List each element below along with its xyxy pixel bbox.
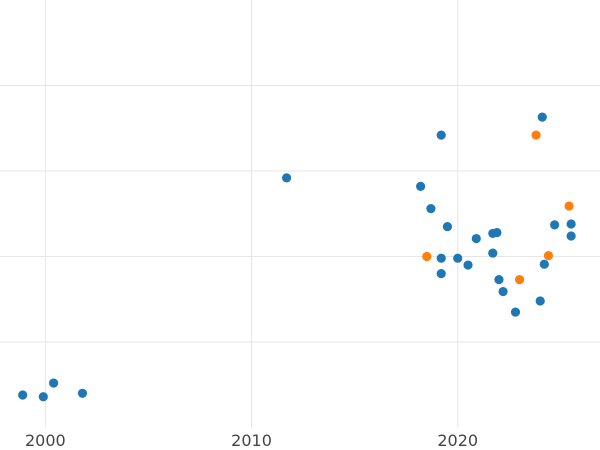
data-point: [537, 112, 547, 122]
data-point: [550, 220, 560, 230]
data-point: [77, 388, 88, 398]
data-point: [498, 286, 508, 297]
data-point: [436, 269, 446, 279]
data-point: [416, 181, 426, 191]
x-tick-label: 2000: [25, 431, 66, 450]
data-point: [566, 231, 576, 241]
data-point: [426, 204, 436, 214]
data-point: [453, 253, 463, 263]
data-point: [38, 392, 48, 402]
data-point: [281, 173, 292, 183]
x-axis-ticks: 2000 2010 2020: [25, 431, 478, 450]
data-point: [514, 274, 525, 285]
data-point: [535, 296, 545, 306]
data-point: [566, 219, 576, 229]
data-point: [564, 201, 574, 211]
data-point: [422, 251, 432, 262]
data-point: [49, 378, 59, 388]
data-point: [488, 248, 498, 258]
data-point: [18, 390, 28, 400]
gridlines: [0, 0, 600, 428]
data-point: [442, 221, 453, 232]
data-point: [471, 233, 481, 244]
data-point: [436, 253, 446, 263]
data-point: [510, 307, 521, 317]
data-point: [436, 130, 446, 140]
x-tick-label: 2020: [437, 431, 478, 450]
data-point: [543, 251, 554, 261]
data-point: [492, 227, 502, 238]
x-tick-label: 2010: [231, 431, 272, 450]
data-point: [463, 260, 473, 270]
data-point: [531, 130, 541, 140]
data-point: [539, 259, 549, 269]
data-point: [494, 274, 504, 285]
data-points: [18, 112, 576, 402]
